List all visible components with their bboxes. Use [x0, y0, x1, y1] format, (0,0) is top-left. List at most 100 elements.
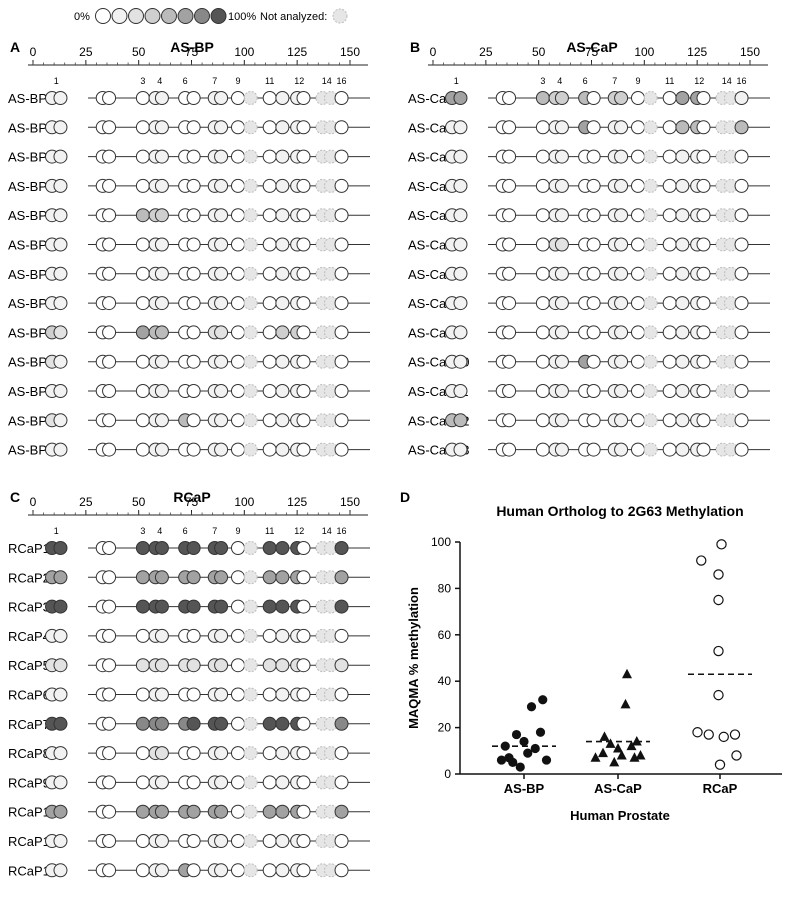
cpg-site — [135, 325, 150, 340]
cpg-site — [53, 91, 68, 105]
cpg-site — [453, 120, 468, 135]
cpg-site — [53, 541, 68, 555]
cpg-site — [734, 178, 749, 193]
cpg-site — [262, 237, 277, 252]
cpg-site-not-analyzed — [243, 354, 258, 369]
cpg-site — [186, 687, 201, 702]
cpg-site — [214, 354, 229, 369]
cpg-site — [53, 237, 68, 252]
cpg-site — [102, 863, 117, 878]
cpg-site — [102, 208, 117, 223]
cpg-site — [630, 178, 645, 193]
cpg-site — [154, 746, 169, 761]
cpg-site-label: 3 — [140, 76, 145, 86]
cpg-site — [296, 658, 311, 673]
cpg-site — [186, 834, 201, 848]
cpg-site — [214, 413, 229, 428]
cpg-site — [453, 237, 468, 252]
cpg-site — [535, 384, 550, 398]
cpg-site-label: 12 — [294, 76, 304, 86]
sample-label: RCaP3 — [8, 600, 50, 615]
cpg-site — [230, 296, 245, 311]
cpg-site — [262, 746, 277, 761]
cpg-site — [734, 120, 749, 135]
cpg-site — [186, 442, 201, 457]
cpg-site-label: 9 — [235, 76, 240, 86]
cpg-site — [154, 834, 169, 848]
legend-shade-1 — [111, 8, 128, 24]
cpg-site — [334, 716, 349, 731]
panel-c-methylation-map: 0 25 50 75 100 125 150 1 3 4 6 7 9 11 12 14 16 RCaP1 RCaP2… — [8, 495, 370, 878]
cpg-site — [186, 658, 201, 673]
cpg-site — [186, 325, 201, 340]
cpg-site-not-analyzed — [243, 266, 258, 281]
cpg-site — [675, 208, 690, 223]
cpg-site-label: 12 — [294, 526, 304, 536]
cpg-site — [675, 120, 690, 135]
cpg-site — [614, 91, 629, 105]
cpg-site — [230, 120, 245, 135]
cpg-site — [262, 570, 277, 585]
cpg-site-not-analyzed — [243, 91, 258, 105]
cpg-site — [154, 91, 169, 105]
cpg-site — [586, 208, 601, 223]
cpg-site — [586, 325, 601, 340]
cpg-site — [630, 442, 645, 457]
cpg-site-label: 14 — [322, 526, 332, 536]
cpg-site — [734, 325, 749, 340]
cpg-site — [102, 834, 117, 848]
cpg-site — [675, 354, 690, 369]
cpg-site — [662, 149, 677, 164]
cpg-site — [154, 237, 169, 252]
cpg-site — [334, 149, 349, 164]
cpg-site-not-analyzed — [243, 149, 258, 164]
cpg-site — [102, 570, 117, 585]
cpg-site — [53, 570, 68, 585]
cpg-site — [334, 804, 349, 819]
cpg-site — [275, 266, 290, 281]
y-tick-label: 40 — [438, 674, 452, 688]
cpg-site — [135, 296, 150, 311]
cpg-site — [102, 354, 117, 369]
cpg-site — [214, 628, 229, 643]
cpg-site-not-analyzed — [243, 804, 258, 819]
cpg-site — [186, 91, 201, 105]
cpg-site — [154, 266, 169, 281]
cpg-site — [535, 266, 550, 281]
cpg-site — [102, 775, 117, 790]
panel-c-title: RCaP — [173, 489, 210, 505]
cpg-site — [262, 716, 277, 731]
cpg-site — [554, 413, 569, 428]
cpg-site — [53, 413, 68, 428]
cpg-site — [154, 296, 169, 311]
cpg-site — [135, 237, 150, 252]
cpg-site — [53, 599, 68, 614]
cpg-site — [53, 266, 68, 281]
cpg-site — [734, 149, 749, 164]
cpg-site — [734, 296, 749, 311]
cpg-site — [53, 775, 68, 790]
axis-tick-label: 50 — [532, 45, 546, 59]
cpg-site — [262, 296, 277, 311]
cpg-site-not-analyzed — [243, 208, 258, 223]
cpg-site — [296, 413, 311, 428]
data-point — [635, 749, 646, 760]
cpg-site — [102, 325, 117, 340]
cpg-site — [275, 804, 290, 819]
cpg-site — [135, 599, 150, 614]
cpg-site — [535, 208, 550, 223]
cpg-site — [554, 91, 569, 105]
cpg-site-label: 3 — [540, 76, 545, 86]
cpg-site — [262, 354, 277, 369]
data-point — [713, 689, 724, 701]
cpg-site-label: 3 — [140, 526, 145, 536]
cpg-site — [262, 384, 277, 398]
cpg-site — [102, 541, 117, 555]
cpg-site-not-analyzed — [643, 296, 658, 311]
axis-tick-label: 125 — [287, 45, 307, 59]
cpg-site — [453, 149, 468, 164]
cpg-site — [502, 208, 517, 223]
cpg-site — [214, 149, 229, 164]
cpg-site — [296, 541, 311, 555]
